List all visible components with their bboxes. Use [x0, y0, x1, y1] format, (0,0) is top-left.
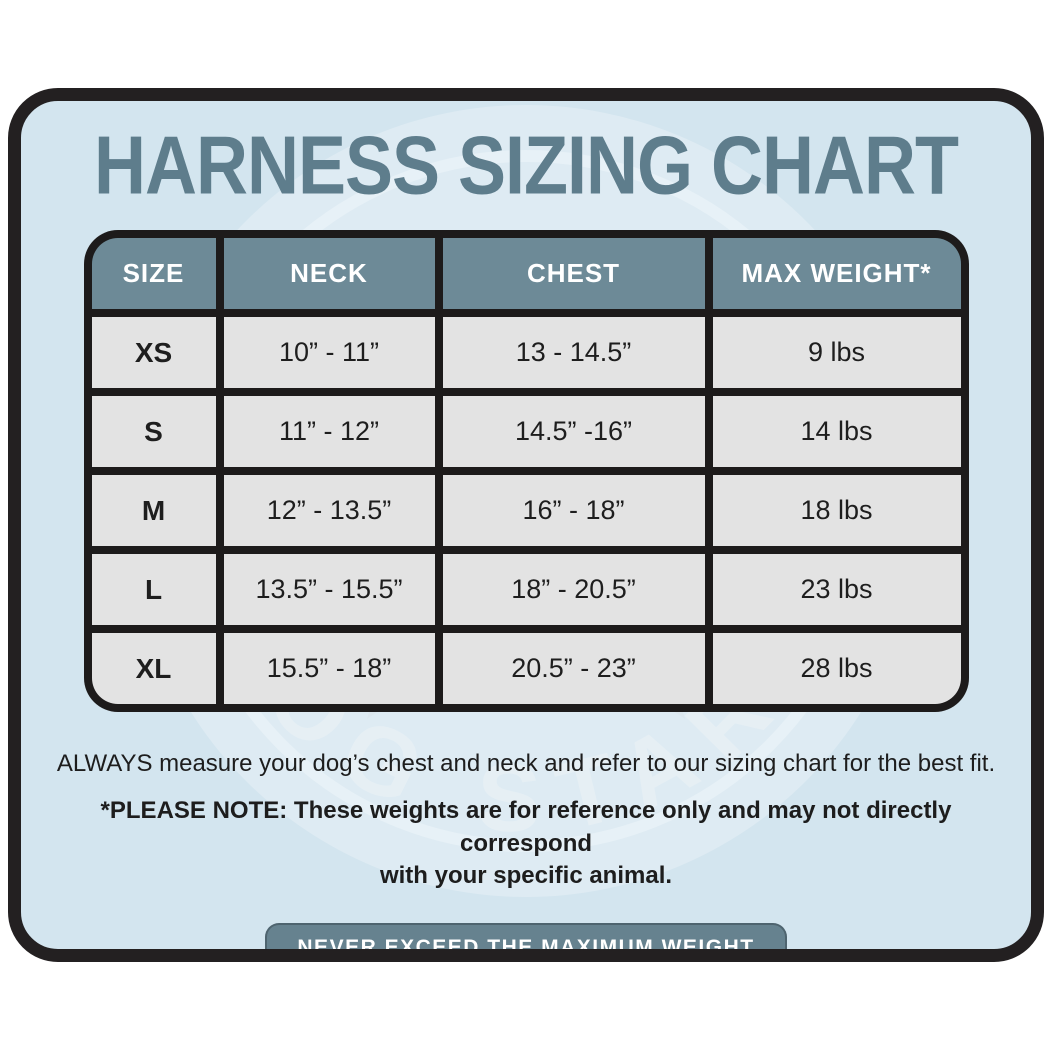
card-content: HARNESS SIZING CHART SIZE NECK CHEST MAX… [21, 119, 1031, 949]
weight-cell: 14 lbs [712, 396, 961, 468]
chest-cell: 20.5” - 23” [442, 633, 705, 705]
warning-button-container: NEVER EXCEED THE MAXIMUM WEIGHT [21, 922, 1031, 949]
weight-cell: 23 lbs [712, 554, 961, 626]
chest-cell: 18” - 20.5” [442, 554, 705, 626]
column-header-chest: CHEST [442, 238, 705, 310]
max-weight-warning-button[interactable]: NEVER EXCEED THE MAXIMUM WEIGHT [265, 922, 787, 949]
sizing-table: SIZE NECK CHEST MAX WEIGHT* XS 10” - 11”… [83, 230, 969, 713]
column-header-size: SIZE [91, 238, 216, 310]
column-header-max-weight: MAX WEIGHT* [712, 238, 961, 310]
chest-cell: 13 - 14.5” [442, 317, 705, 389]
size-cell: L [91, 554, 216, 626]
weight-note-text: *PLEASE NOTE: These weights are for refe… [36, 795, 1016, 892]
size-cell: XS [91, 317, 216, 389]
size-cell: S [91, 396, 216, 468]
neck-cell: 13.5” - 15.5” [223, 554, 435, 626]
weight-note-line-1: *PLEASE NOTE: These weights are for refe… [100, 797, 952, 857]
weight-cell: 28 lbs [712, 633, 961, 705]
neck-cell: 11” - 12” [223, 396, 435, 468]
size-cell: M [91, 475, 216, 547]
sizing-chart-card: DOG STARS HARNESS SIZING CHART SIZE NECK… [8, 88, 1044, 962]
weight-note-line-2: with your specific animal. [379, 862, 673, 890]
neck-cell: 15.5” - 18” [223, 633, 435, 705]
weight-cell: 18 lbs [712, 475, 961, 547]
chart-title: HARNESS SIZING CHART [93, 119, 959, 212]
size-cell: XL [91, 633, 216, 705]
neck-cell: 10” - 11” [223, 317, 435, 389]
neck-cell: 12” - 13.5” [223, 475, 435, 547]
weight-cell: 9 lbs [712, 317, 961, 389]
fit-note-text: ALWAYS measure your dog’s chest and neck… [56, 750, 996, 778]
chest-cell: 16” - 18” [442, 475, 705, 547]
column-header-neck: NECK [223, 238, 435, 310]
chest-cell: 14.5” -16” [442, 396, 705, 468]
